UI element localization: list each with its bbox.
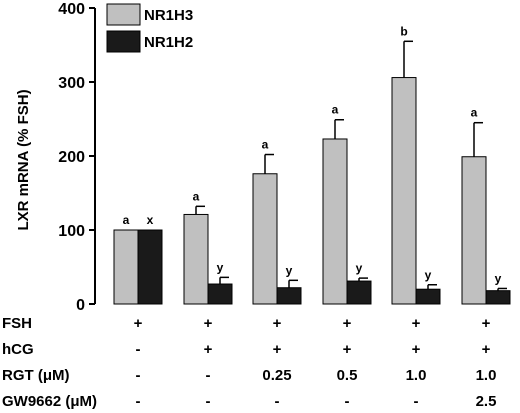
treatment-cell: 2.5	[476, 393, 497, 410]
treatment-cell: +	[204, 315, 213, 332]
legend-swatch-nr1h3	[106, 3, 141, 26]
legend-swatch-nr1h2	[106, 30, 141, 53]
significance-letter: y	[217, 260, 224, 274]
treatment-cell: +	[343, 315, 352, 332]
significance-letter: b	[400, 24, 407, 38]
treatment-cell: +	[204, 341, 213, 358]
significance-letter: a	[262, 138, 269, 152]
treatment-cell: -	[136, 367, 141, 384]
treatment-cell: -	[136, 341, 141, 358]
treatment-cell: -	[275, 393, 280, 410]
treatment-cell: -	[206, 393, 211, 410]
treatment-cell: 1.0	[406, 367, 427, 384]
legend: NR1H3 NR1H2	[106, 3, 193, 53]
bar-nr1h3	[252, 173, 278, 305]
treatment-cell: +	[343, 341, 352, 358]
bar-nr1h3	[391, 77, 417, 305]
treatment-cell: +	[482, 341, 491, 358]
bar-nr1h2	[485, 290, 511, 305]
y-tick-label: 400	[58, 1, 85, 18]
plot-area: 0 100 200 300 400 a a a a b a x y y y y y	[58, 1, 511, 314]
treatment-row-label: GW9662 (μM)	[2, 393, 97, 410]
significance-letter: y	[495, 271, 502, 285]
bar-nr1h2	[346, 280, 372, 305]
bar-nr1h3	[322, 138, 348, 305]
bar-nr1h3	[183, 213, 209, 305]
significance-letter: a	[193, 189, 200, 203]
bar-nr1h3	[461, 156, 487, 305]
treatment-cell: +	[134, 315, 143, 332]
treatment-cell: -	[136, 393, 141, 410]
treatment-cell: +	[273, 341, 282, 358]
bar-nr1h2	[137, 229, 163, 305]
significance-letter: y	[286, 263, 293, 277]
y-tick-label: 300	[58, 75, 85, 92]
significance-letter: y	[356, 261, 363, 275]
treatment-cell: 0.25	[262, 367, 291, 384]
y-tick-label: 0	[76, 297, 85, 314]
treatment-row-label: hCG	[2, 341, 34, 358]
y-tick-label: 100	[58, 223, 85, 240]
treatment-cell: +	[412, 341, 421, 358]
treatment-cell: 0.5	[337, 367, 358, 384]
bar-nr1h2	[415, 288, 441, 305]
treatment-row-label: FSH	[2, 315, 32, 332]
treatment-cell: +	[482, 315, 491, 332]
significance-letter: a	[471, 106, 478, 120]
treatment-cell: -	[206, 367, 211, 384]
significance-letter: a	[332, 103, 339, 117]
y-tick-label: 200	[58, 149, 85, 166]
bar-nr1h3	[113, 229, 139, 305]
bar-nr1h2	[276, 287, 302, 305]
treatment-cell: -	[414, 393, 419, 410]
legend-label-nr1h2: NR1H2	[144, 34, 193, 51]
treatment-cell: +	[412, 315, 421, 332]
treatment-table: FSH + + + + + + hCG - + + + + + RGT (μM) - - 0.25 0.5 1.0 1.…	[2, 315, 496, 410]
significance-letter: x	[147, 213, 154, 227]
legend-label-nr1h3: NR1H3	[144, 7, 193, 24]
bar-nr1h2	[207, 283, 233, 305]
significance-letter: a	[123, 213, 130, 227]
treatment-cell: +	[273, 315, 282, 332]
treatment-cell: -	[345, 393, 350, 410]
significance-letter: y	[425, 268, 432, 282]
treatment-cell: 1.0	[476, 367, 497, 384]
treatment-row-label: RGT (μM)	[2, 367, 70, 384]
y-axis-label: LXR mRNA (% FSH)	[15, 89, 32, 230]
